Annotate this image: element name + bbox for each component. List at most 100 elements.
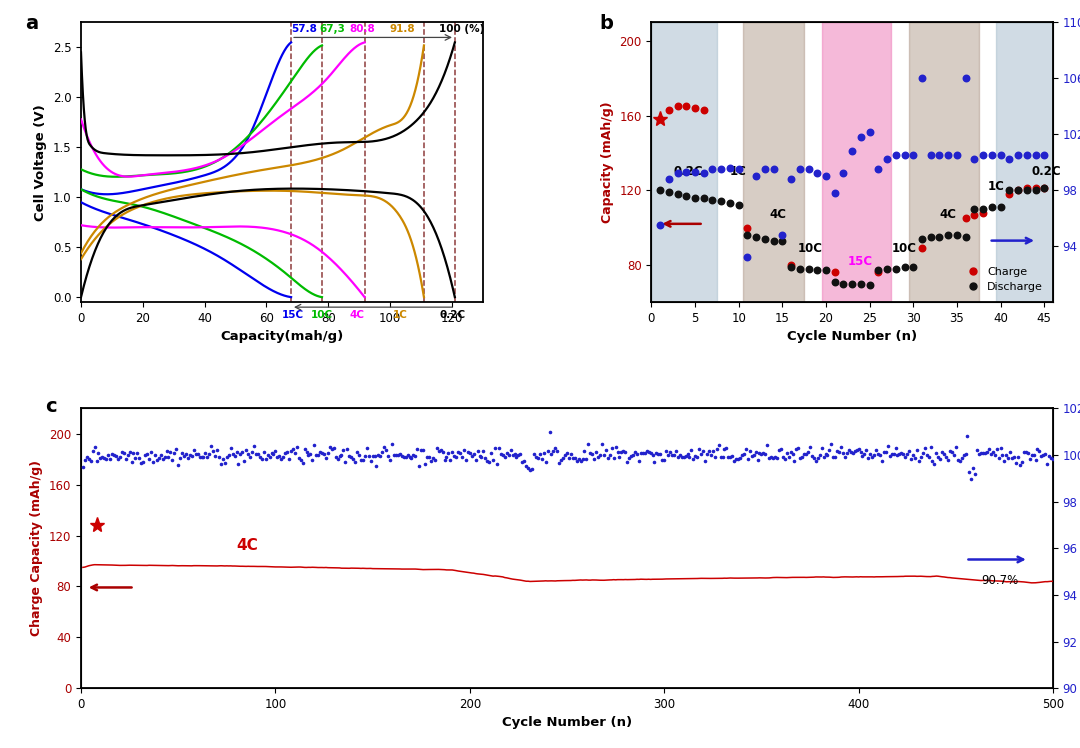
Point: [291, 453, 308, 465]
Point: [389, 450, 406, 462]
Point: [816, 448, 834, 460]
Point: [583, 448, 600, 460]
Point: [570, 453, 588, 465]
Point: [896, 261, 914, 273]
Point: [408, 443, 426, 455]
Point: [773, 235, 791, 247]
Point: [292, 454, 309, 466]
Point: [531, 448, 549, 460]
Point: [582, 447, 599, 459]
Point: [704, 444, 721, 456]
Legend: Charge, Discharge: Charge, Discharge: [957, 262, 1048, 297]
Point: [782, 259, 799, 271]
Text: 4C: 4C: [940, 208, 957, 221]
Point: [492, 448, 510, 460]
Point: [556, 449, 573, 461]
Point: [696, 104, 713, 116]
Point: [145, 456, 162, 468]
Point: [206, 450, 224, 462]
Point: [1013, 456, 1030, 468]
Point: [495, 450, 512, 462]
Point: [990, 452, 1008, 464]
Point: [379, 450, 396, 462]
Point: [704, 163, 721, 175]
Point: [131, 453, 148, 465]
Point: [165, 447, 183, 459]
Point: [330, 450, 348, 462]
Point: [401, 451, 418, 463]
Point: [843, 145, 861, 157]
Point: [564, 453, 581, 465]
Point: [835, 168, 852, 180]
Point: [878, 263, 895, 275]
Point: [529, 453, 546, 465]
Point: [1003, 452, 1021, 464]
Point: [700, 445, 717, 457]
Point: [807, 455, 824, 467]
Point: [224, 448, 241, 460]
Point: [1027, 454, 1044, 466]
Point: [966, 203, 983, 215]
Point: [496, 451, 513, 463]
Text: 10C: 10C: [891, 242, 917, 255]
Point: [767, 451, 784, 463]
Point: [843, 278, 861, 289]
Point: [274, 451, 292, 463]
Point: [184, 450, 201, 462]
Point: [282, 445, 299, 457]
Point: [981, 444, 998, 456]
Point: [792, 263, 809, 275]
Point: [770, 444, 787, 456]
Point: [352, 455, 369, 467]
Point: [310, 449, 327, 461]
Point: [986, 450, 1003, 462]
Point: [143, 447, 160, 459]
Point: [751, 447, 768, 459]
Point: [815, 451, 833, 463]
Point: [284, 444, 301, 456]
Point: [949, 453, 967, 465]
Point: [1010, 184, 1027, 196]
Point: [218, 450, 235, 462]
Bar: [651, 22, 717, 302]
Point: [84, 445, 102, 457]
Point: [667, 445, 685, 457]
Point: [585, 453, 603, 465]
Point: [405, 449, 422, 461]
Point: [762, 451, 780, 463]
Point: [940, 455, 957, 467]
Point: [267, 445, 284, 457]
Point: [721, 162, 739, 174]
Point: [447, 450, 464, 462]
Point: [1001, 184, 1018, 196]
Point: [539, 445, 556, 457]
Point: [942, 445, 959, 457]
Point: [828, 445, 846, 457]
Point: [87, 455, 105, 467]
Point: [272, 453, 289, 465]
Point: [831, 447, 848, 459]
Point: [199, 451, 216, 463]
Point: [490, 442, 508, 454]
Point: [646, 456, 663, 468]
Point: [415, 444, 432, 456]
Point: [624, 450, 642, 462]
Point: [109, 453, 126, 465]
Point: [300, 450, 318, 462]
Point: [486, 442, 503, 454]
Point: [874, 455, 891, 467]
Point: [800, 163, 818, 175]
Point: [1027, 183, 1044, 194]
Point: [835, 447, 852, 459]
Point: [1029, 443, 1047, 455]
Point: [792, 452, 809, 464]
Point: [488, 458, 505, 470]
Point: [572, 455, 590, 467]
Point: [1044, 453, 1062, 465]
Point: [228, 446, 245, 458]
Point: [714, 451, 731, 463]
Point: [399, 450, 416, 462]
Point: [243, 447, 260, 459]
Point: [238, 444, 255, 456]
Point: [427, 454, 444, 466]
